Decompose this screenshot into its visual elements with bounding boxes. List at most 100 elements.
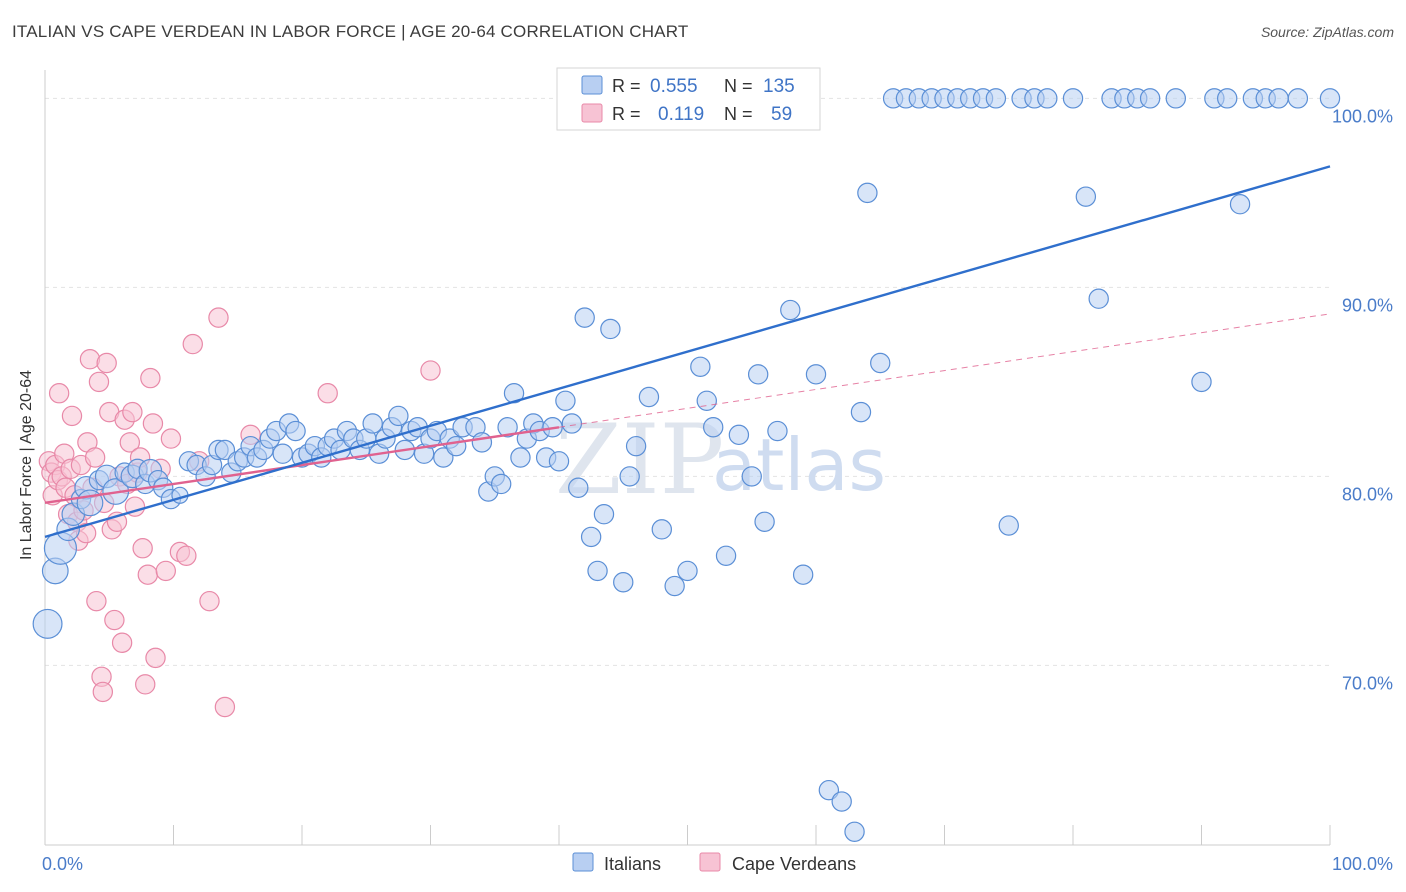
y-tick-labels: 70.0% 80.0% 90.0% 100.0% <box>1332 106 1393 693</box>
data-point <box>176 545 197 566</box>
legend-n-label: N = <box>724 104 753 124</box>
legend-label-cape-verdeans: Cape Verdeans <box>732 854 856 874</box>
data-point <box>780 299 801 321</box>
data-point <box>32 608 63 639</box>
data-point <box>1088 288 1109 309</box>
data-point <box>555 390 576 411</box>
y-tick-label: 80.0% <box>1342 484 1393 504</box>
source-credit: Source: ZipAtlas.com <box>1260 24 1394 40</box>
data-point <box>1139 88 1161 109</box>
legend-r-label: R = <box>612 104 641 124</box>
data-point <box>48 383 70 404</box>
data-point <box>831 791 852 812</box>
data-point <box>497 417 518 438</box>
data-point <box>214 696 236 718</box>
data-point <box>140 367 161 389</box>
data-point <box>561 413 583 434</box>
data-point <box>142 413 164 434</box>
data-point <box>850 401 872 423</box>
data-point <box>548 451 570 472</box>
data-point <box>844 821 865 842</box>
data-point <box>690 356 711 377</box>
data-point <box>317 383 338 404</box>
data-point <box>214 439 236 461</box>
data-point <box>625 435 647 457</box>
data-point <box>741 466 762 487</box>
legend-n-label: N = <box>724 76 753 96</box>
series-legend: Italians Cape Verdeans <box>572 852 856 874</box>
data-point <box>96 352 117 374</box>
trend-lines <box>44 165 1331 539</box>
legend-label-italians: Italians <box>604 854 661 874</box>
data-point <box>587 560 608 582</box>
watermark: ZIP atlas <box>555 404 886 516</box>
data-point <box>805 364 827 385</box>
x-tick-label: 0.0% <box>42 854 83 874</box>
data-point <box>510 447 531 468</box>
data-point <box>1165 88 1187 109</box>
data-point <box>111 632 133 653</box>
data-point <box>696 390 717 411</box>
data-point <box>715 545 737 566</box>
data-point <box>362 413 383 434</box>
x-tick-label: 100.0% <box>1332 854 1393 874</box>
data-point <box>122 401 143 423</box>
y-tick-label: 100.0% <box>1332 106 1393 126</box>
data-point <box>664 575 685 597</box>
data-point <box>1037 88 1058 109</box>
data-point <box>754 511 775 532</box>
data-point <box>1287 88 1309 109</box>
data-point <box>79 349 101 370</box>
data-point <box>420 360 441 381</box>
italians-trend-line <box>44 165 1331 539</box>
cape-verdeans-trend-extension <box>558 313 1331 428</box>
data-point <box>1075 186 1097 207</box>
data-point <box>1319 88 1341 109</box>
data-point <box>767 420 788 442</box>
data-point <box>580 526 602 548</box>
data-point <box>388 405 409 427</box>
legend-n-value: 59 <box>771 104 792 125</box>
watermark-zip: ZIP <box>555 404 724 516</box>
x-tick-labels: 0.0% 100.0% <box>42 854 1393 874</box>
data-point <box>1229 194 1251 215</box>
data-point <box>1191 371 1212 393</box>
legend-r-label: R = <box>612 76 641 96</box>
data-point <box>84 447 106 468</box>
data-point <box>792 564 814 585</box>
legend-r-value: 0.555 <box>650 76 698 97</box>
data-point <box>199 590 220 612</box>
data-point <box>600 318 621 340</box>
data-point <box>104 609 125 631</box>
data-point <box>88 371 110 393</box>
data-point <box>145 647 166 669</box>
data-point <box>703 417 724 438</box>
legend-swatch-pink <box>581 103 603 123</box>
data-point <box>985 88 1007 109</box>
data-point <box>818 779 840 801</box>
data-point <box>132 538 153 559</box>
data-point <box>870 352 891 374</box>
data-point <box>155 560 176 582</box>
data-point <box>619 466 640 487</box>
data-point <box>613 572 634 593</box>
data-point <box>471 432 493 453</box>
data-point <box>677 560 698 582</box>
y-tick-label: 70.0% <box>1342 673 1393 693</box>
legend-n-value: 135 <box>763 76 795 97</box>
legend-swatch-italians <box>572 852 594 872</box>
data-point <box>285 420 306 442</box>
data-point <box>857 182 878 204</box>
data-point <box>433 447 454 468</box>
data-point <box>272 443 293 464</box>
data-point <box>135 674 156 695</box>
data-point <box>1062 88 1084 109</box>
data-point <box>61 405 83 427</box>
data-point <box>728 424 750 446</box>
data-point <box>119 432 141 453</box>
data-point <box>490 473 512 495</box>
data-point <box>160 428 182 449</box>
legend-swatch-cape-verdeans <box>699 852 721 872</box>
data-point <box>568 477 589 498</box>
